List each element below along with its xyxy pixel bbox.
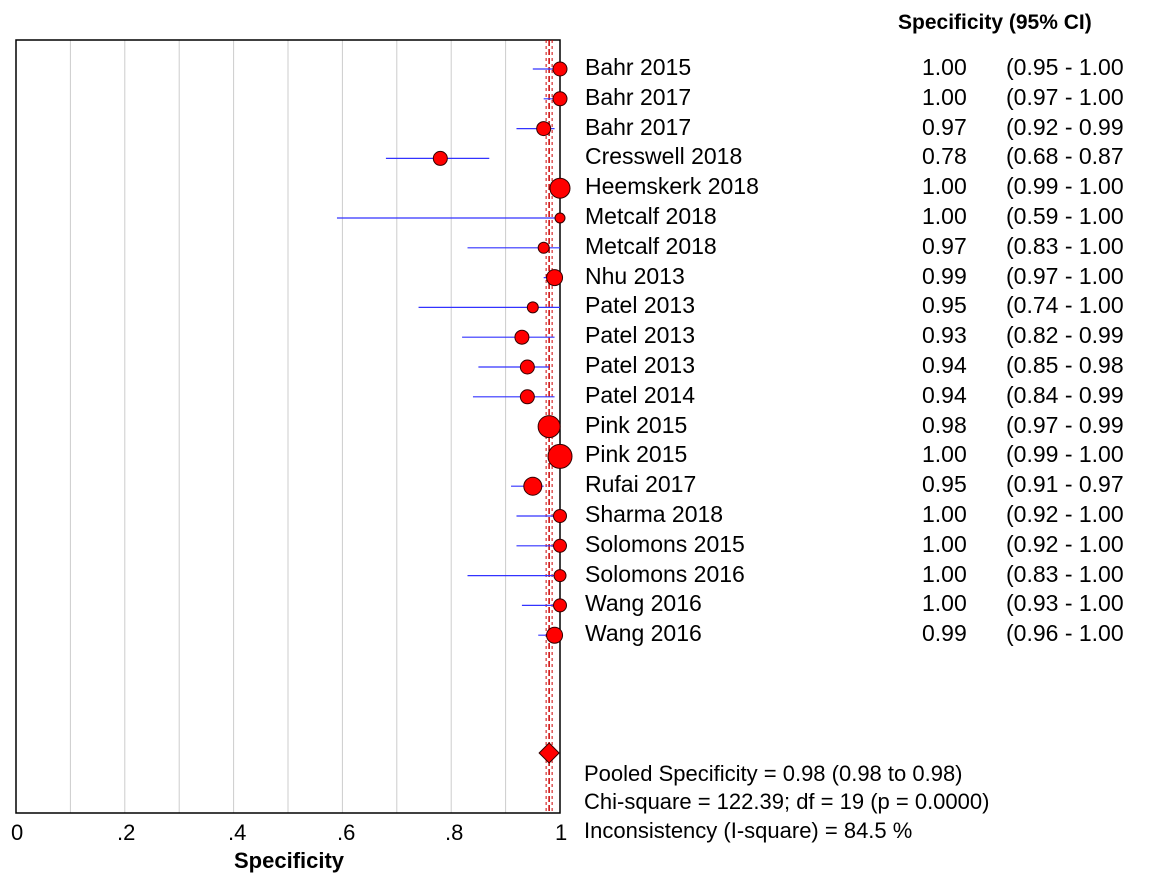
study-ci: (0.91 - 0.97 [1006, 471, 1124, 498]
x-tick-label: 1 [555, 820, 568, 845]
study-point [432, 150, 448, 166]
study-point [547, 443, 573, 469]
study-name: Bahr 2017 [585, 113, 692, 140]
study-name: Nhu 2013 [585, 262, 685, 289]
study-estimate: 0.94 [922, 381, 967, 408]
study-estimate: 0.78 [922, 143, 967, 170]
study-estimate: 0.94 [922, 352, 967, 378]
study-ci: (0.97 - 1.00 [1006, 83, 1124, 110]
x-tick-label: .2 [117, 820, 136, 845]
study-ci: (0.99 - 1.00 [1006, 173, 1124, 200]
study-ci: (0.84 - 0.99 [1006, 381, 1124, 408]
study-name: Sharma 2018 [585, 501, 724, 527]
study-name: Patel 2014 [585, 381, 695, 408]
x-tick-label: .6 [337, 820, 356, 845]
study-name: Bahr 2017 [585, 83, 692, 110]
study-ci: (0.83 - 1.00 [1006, 560, 1124, 587]
pooled-diamond-group [538, 742, 560, 764]
study-point [552, 91, 568, 107]
study-estimate: 1.00 [922, 203, 967, 229]
study-point [523, 476, 543, 496]
study-name: Pink 2015 [585, 411, 688, 438]
x-tick-label: 0 [11, 820, 24, 845]
x-axis-label: Specificity [234, 848, 345, 873]
inconsistency-text: Inconsistency (I-square) = 84.5 % [584, 818, 913, 843]
study-point [554, 212, 566, 224]
study-ci: (0.96 - 1.00 [1006, 620, 1124, 647]
study-point [549, 177, 571, 199]
study-ci: (0.92 - 0.99 [1006, 113, 1124, 140]
study-point [537, 415, 561, 439]
study-estimate: 1.00 [922, 530, 967, 557]
study-estimate: 0.95 [922, 471, 967, 498]
study-point [514, 329, 530, 345]
study-point [546, 269, 564, 287]
study-estimate: 1.00 [922, 173, 967, 200]
confidence-intervals [336, 68, 560, 636]
study-name: Solomons 2015 [585, 530, 745, 557]
study-point [553, 509, 567, 523]
study-name: Metcalf 2018 [585, 232, 717, 259]
study-estimate: 0.97 [922, 232, 967, 259]
study-name: Bahr 2015 [585, 54, 692, 80]
study-estimate: 1.00 [922, 590, 967, 617]
study-ci: (0.97 - 0.99 [1006, 411, 1124, 438]
study-name: Patel 2013 [585, 322, 695, 349]
study-ci: (0.74 - 1.00 [1006, 292, 1124, 319]
study-name: Heemskerk 2018 [585, 173, 759, 200]
study-name: Pink 2015 [585, 441, 688, 468]
study-ci: (0.82 - 0.99 [1006, 322, 1124, 349]
study-ci: (0.97 - 1.00 [1006, 262, 1124, 289]
study-markers [432, 61, 573, 644]
study-ci: (0.83 - 1.00 [1006, 232, 1124, 259]
study-point [553, 569, 567, 583]
study-estimate: 1.00 [922, 83, 967, 110]
study-estimate: 1.00 [922, 560, 967, 587]
study-ci: (0.59 - 1.00 [1006, 203, 1124, 229]
study-ci: (0.68 - 0.87 [1006, 143, 1124, 170]
study-estimate: 0.97 [922, 113, 967, 140]
x-tick-label: .8 [445, 820, 464, 845]
study-estimate: 1.00 [922, 54, 967, 80]
study-name: Metcalf 2018 [585, 203, 717, 229]
pooled-estimate-text: Pooled Specificity = 0.98 (0.98 to 0.98) [584, 761, 963, 786]
study-name: Patel 2013 [585, 292, 695, 319]
study-ci: (0.95 - 1.00 [1006, 54, 1124, 80]
study-point [537, 241, 550, 254]
study-point [526, 301, 539, 314]
study-ci: (0.92 - 1.00 [1006, 530, 1124, 557]
grid-lines [69, 40, 507, 813]
study-estimate: 0.99 [922, 262, 967, 289]
study-point [519, 389, 535, 405]
study-point [553, 598, 567, 613]
study-estimate: 0.95 [922, 292, 967, 319]
study-estimate: 0.93 [922, 322, 967, 349]
study-point [552, 61, 568, 77]
study-name: Cresswell 2018 [585, 143, 743, 170]
study-estimate: 1.00 [922, 501, 967, 527]
ci-column-header: Specificity (95% CI) [898, 11, 1092, 34]
study-name: Wang 2016 [585, 620, 702, 647]
study-point [553, 538, 567, 553]
study-estimate: 0.98 [922, 411, 967, 438]
study-ci: (0.92 - 1.00 [1006, 501, 1124, 527]
study-point [536, 121, 552, 137]
study-ci: (0.85 - 0.98 [1006, 352, 1124, 378]
study-ci: (0.99 - 1.00 [1006, 441, 1124, 468]
x-tick-label: .4 [228, 820, 247, 845]
study-point [546, 626, 564, 644]
study-name: Solomons 2016 [585, 560, 745, 587]
study-name: Wang 2016 [585, 590, 702, 617]
pooled-diamond [538, 742, 560, 764]
study-ci: (0.93 - 1.00 [1006, 590, 1124, 617]
study-name: Patel 2013 [585, 352, 695, 378]
chi-square-text: Chi-square = 122.39; df = 19 (p = 0.0000… [584, 789, 990, 814]
study-estimate: 1.00 [922, 441, 967, 468]
study-name: Rufai 2017 [585, 471, 697, 498]
study-estimate: 0.99 [922, 620, 967, 647]
study-point [519, 359, 535, 375]
